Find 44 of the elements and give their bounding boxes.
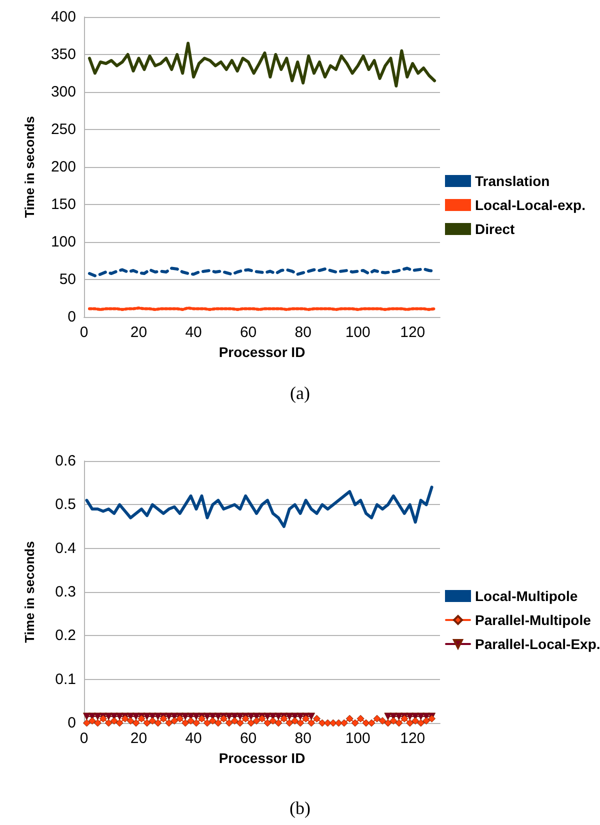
y-tick-label: 0.5 bbox=[55, 496, 76, 514]
y-tick-label: 200 bbox=[50, 158, 76, 176]
y-tick-label: 350 bbox=[50, 46, 76, 63]
x-tick-label: 0 bbox=[80, 324, 88, 341]
y-tick-label: 250 bbox=[50, 121, 76, 138]
legend-label: Translation bbox=[475, 173, 550, 189]
y-tick-label: 0.3 bbox=[55, 584, 76, 600]
x-tick-label: 100 bbox=[345, 324, 370, 341]
text: (a) bbox=[290, 383, 310, 403]
y-tick-label: 0 bbox=[68, 308, 76, 326]
legend-label: Parallel-Multipole bbox=[475, 612, 592, 628]
y-tick-label: 150 bbox=[50, 196, 76, 213]
y-tick-label: 0 bbox=[68, 714, 76, 732]
legend-label: Local-Local-exp. bbox=[475, 197, 586, 213]
y-tick-label: 0.4 bbox=[55, 540, 76, 557]
y-tick-label: 300 bbox=[50, 84, 76, 100]
y-tick-label: 0.6 bbox=[55, 452, 76, 470]
x-tick-label: 80 bbox=[294, 324, 312, 341]
line-series bbox=[85, 486, 434, 528]
x-axis-title: Processor ID bbox=[218, 750, 306, 766]
x-tick-label: 20 bbox=[130, 730, 148, 747]
y-tick-label: 0.1 bbox=[55, 670, 76, 688]
x-tick-label: 20 bbox=[130, 324, 148, 341]
legend-label: Parallel-Local-Exp. bbox=[475, 636, 600, 652]
y-tick-label: 100 bbox=[50, 234, 76, 250]
line-series bbox=[88, 42, 436, 88]
x-tick-label: 120 bbox=[400, 324, 426, 341]
legend-label: Direct bbox=[475, 221, 516, 237]
y-axis-title: Time in seconds bbox=[22, 541, 37, 643]
x-tick-label: 40 bbox=[185, 324, 202, 341]
y-tick-label: 0.2 bbox=[55, 627, 76, 644]
y-tick-label: 50 bbox=[59, 271, 76, 288]
legend-label: Local-Multipole bbox=[475, 588, 578, 604]
x-tick-label: 120 bbox=[400, 730, 426, 747]
x-tick-label: 60 bbox=[240, 324, 257, 341]
x-tick-label: 80 bbox=[294, 730, 312, 747]
text: (b) bbox=[290, 798, 311, 818]
x-tick-label: 100 bbox=[345, 730, 370, 747]
y-tick-label: 400 bbox=[50, 8, 76, 26]
x-tick-label: 60 bbox=[240, 730, 257, 747]
x-tick-label: 40 bbox=[185, 730, 202, 747]
x-tick-label: 0 bbox=[80, 730, 88, 747]
y-axis-title: Time in seconds bbox=[22, 116, 37, 218]
x-axis-title: Processor ID bbox=[218, 344, 306, 360]
